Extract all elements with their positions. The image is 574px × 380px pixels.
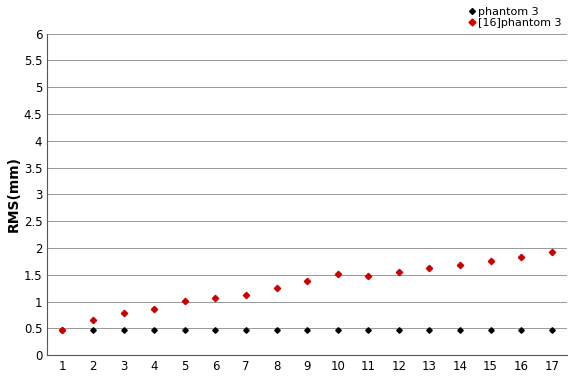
Y-axis label: RMS(mm): RMS(mm)	[7, 157, 21, 233]
Legend: phantom 3, [16]phantom 3: phantom 3, [16]phantom 3	[470, 7, 561, 28]
